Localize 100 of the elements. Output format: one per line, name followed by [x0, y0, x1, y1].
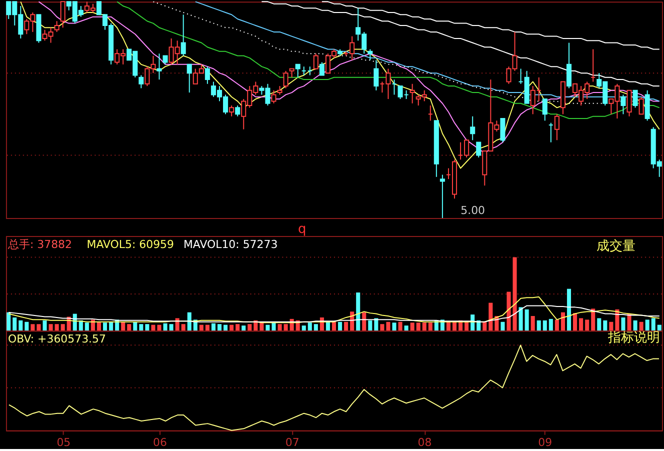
candlestick [626, 90, 632, 117]
text: OBV: +360573.57 [8, 332, 106, 346]
bar [127, 324, 132, 331]
bar [157, 324, 162, 331]
bar [603, 320, 608, 331]
bar [48, 324, 53, 331]
candlestick [235, 105, 240, 117]
bar [386, 322, 390, 331]
bar [573, 313, 578, 331]
bar [368, 320, 372, 331]
bar [651, 318, 656, 331]
bar [482, 322, 487, 331]
x-tick-label: 05 [56, 436, 71, 449]
bar [236, 324, 240, 331]
bar [488, 302, 493, 331]
bar [102, 322, 108, 331]
candlestick [229, 105, 234, 117]
bar [548, 318, 553, 331]
bar [36, 324, 41, 331]
bar [199, 324, 204, 331]
bar [585, 320, 590, 331]
candlestick [186, 64, 192, 94]
x-tick-label: 08 [418, 436, 432, 449]
bar [374, 318, 378, 331]
bar [145, 324, 150, 331]
bar [633, 320, 638, 331]
bar [205, 324, 210, 331]
bar [554, 320, 559, 331]
bar [597, 318, 602, 331]
annotation: 指标说明 [607, 330, 660, 346]
text: 成交量 [596, 238, 636, 254]
bar [217, 324, 222, 331]
candlestick [554, 114, 560, 141]
bar [54, 324, 59, 331]
bar [422, 322, 426, 331]
bar [24, 322, 29, 331]
candlestick [283, 70, 288, 89]
bar [242, 326, 246, 331]
bar [356, 292, 360, 331]
bar [151, 324, 156, 331]
candlestick [620, 94, 626, 115]
candlestick [204, 66, 210, 84]
text: MAVOL5: 60959 [86, 238, 174, 251]
bar [211, 323, 216, 331]
x-tick-label: 09 [538, 436, 552, 449]
candlestick [644, 90, 650, 122]
bar [284, 324, 288, 331]
bar [344, 322, 348, 331]
candlestick [156, 53, 162, 80]
bar [518, 307, 523, 331]
bar [464, 322, 469, 331]
bar [60, 324, 65, 331]
bar [90, 320, 95, 331]
bar [30, 324, 35, 331]
bar [362, 312, 366, 331]
candlestick [54, 20, 60, 32]
candlestick [632, 90, 638, 108]
bar [314, 324, 318, 331]
candlestick [180, 14, 186, 56]
bar [278, 324, 282, 331]
bar [169, 324, 174, 331]
bar [621, 317, 626, 331]
bar [410, 322, 414, 331]
bar [224, 324, 228, 331]
text: MAVOL10: 57273 [183, 238, 278, 251]
bar [591, 308, 596, 331]
candlestick [440, 174, 445, 219]
bar [6, 312, 11, 331]
bar [181, 324, 186, 331]
candlestick [476, 142, 482, 158]
bar [338, 322, 342, 331]
candlestick [271, 90, 276, 104]
candlestick [368, 48, 373, 61]
bar [524, 309, 529, 331]
bar [452, 322, 457, 331]
bar [657, 324, 662, 331]
bar [109, 322, 114, 331]
bar [175, 318, 180, 331]
bar [536, 320, 541, 331]
bar [392, 322, 396, 331]
bar [308, 322, 312, 331]
bar [42, 320, 47, 331]
bar [428, 322, 432, 331]
bar [530, 316, 535, 331]
bar [500, 322, 505, 331]
text: 总手: 37882 [6, 238, 72, 251]
bar [326, 322, 330, 331]
bar [380, 324, 384, 331]
candlestick [295, 64, 300, 78]
bar [96, 322, 102, 331]
bar [12, 317, 17, 331]
bar [248, 324, 252, 331]
bar [302, 326, 306, 331]
candlestick [410, 83, 415, 104]
bar [187, 312, 192, 331]
bar [133, 322, 138, 331]
bar [542, 320, 547, 331]
bar [404, 326, 408, 331]
text: q [298, 222, 306, 237]
candlestick [313, 53, 318, 70]
